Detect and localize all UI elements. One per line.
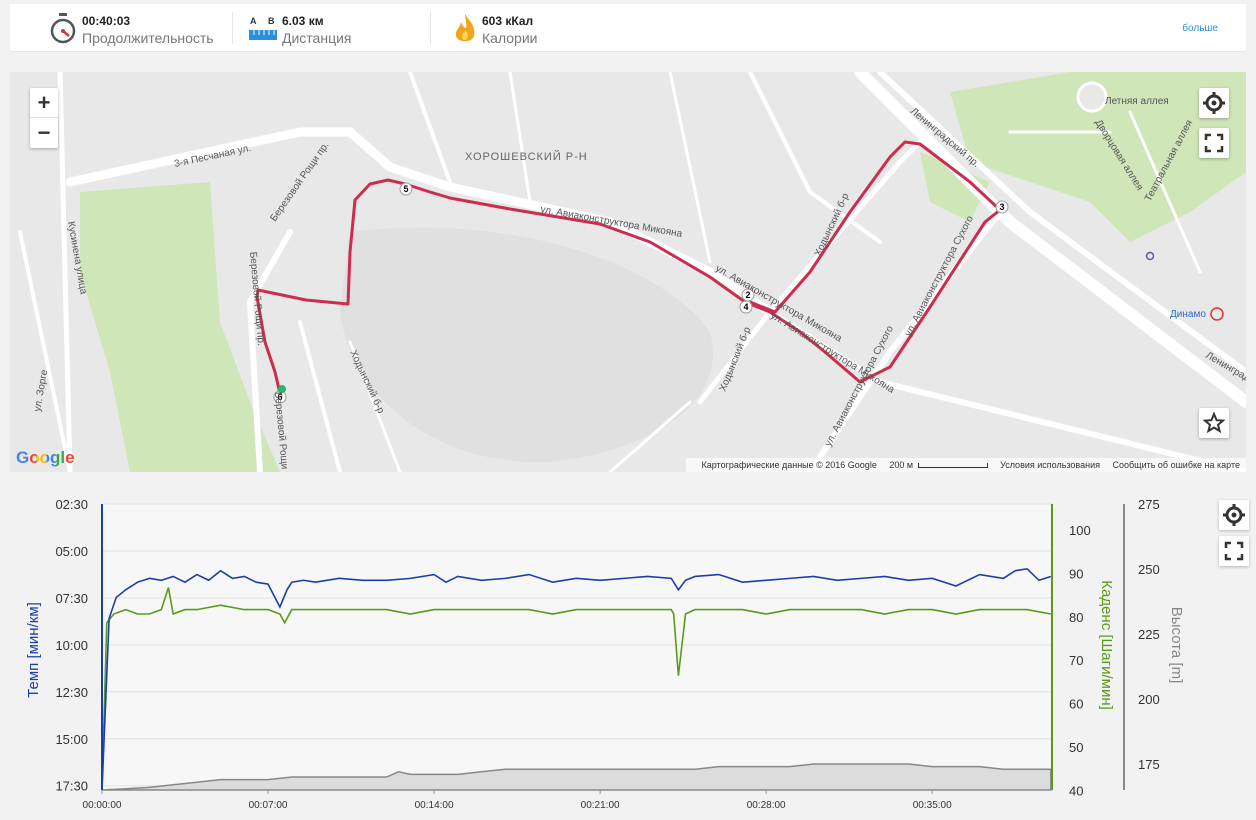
- fullscreen-icon: [1204, 133, 1224, 153]
- park-area: [80, 182, 280, 472]
- transit-icon: [1145, 251, 1155, 261]
- svg-text:Березовой Рощи пр.: Березовой Рощи пр.: [272, 391, 291, 472]
- map-data-credit: Картографические данные © 2016 Google: [701, 460, 877, 470]
- pace-tick-label: 10:00: [55, 638, 88, 653]
- favorite-button[interactable]: [1199, 408, 1229, 438]
- svg-text:ул. Авиаконструктора Микояна: ул. Авиаконструктора Микояна: [539, 204, 683, 240]
- star-icon: [1202, 411, 1226, 434]
- chart-fullscreen-button[interactable]: [1219, 536, 1249, 566]
- plot-area: [102, 504, 1052, 790]
- cadence-series: [101, 587, 1051, 791]
- svg-text:3: 3: [999, 202, 1004, 212]
- elevation-tick-label: 200: [1138, 692, 1160, 707]
- cadence-tick-label: 80: [1069, 610, 1083, 625]
- x-tick-label: 00:21:00: [581, 800, 620, 811]
- svg-text:Динамо: Динамо: [1170, 309, 1206, 320]
- svg-text:B: B: [268, 16, 275, 26]
- elevation-tick-label: 275: [1138, 497, 1160, 512]
- route-marker: 5: [399, 182, 413, 196]
- svg-text:Летняя аллея: Летняя аллея: [1105, 96, 1169, 107]
- map-canvas: 2 3 4 5 6 3-я Песчаная ул. ХОРОШЕВСКИЙ Р…: [18, 72, 1246, 472]
- more-link[interactable]: больше: [1182, 23, 1218, 34]
- zoom-control: + −: [30, 88, 58, 148]
- pace-tick-label: 15:00: [55, 732, 88, 747]
- chart-settings-button[interactable]: [1219, 500, 1249, 530]
- zoom-in-button[interactable]: +: [30, 88, 58, 118]
- x-tick-label: 00:35:00: [913, 800, 952, 811]
- cadence-tick-label: 50: [1069, 740, 1083, 755]
- chart-canvas: 02:30 05:00 07:30 10:00 12:30 15:00 17:30 100 90…: [25, 497, 1185, 811]
- map-settings-button[interactable]: [1199, 88, 1229, 118]
- metro-icon: [1210, 307, 1224, 321]
- route-marker: 4: [739, 300, 753, 314]
- distance-stat: A B 6.03 км Дистанция: [248, 12, 418, 46]
- svg-text:4: 4: [743, 302, 748, 312]
- cadence-tick-label: 90: [1069, 566, 1083, 581]
- pace-tick-label: 07:30: [55, 591, 88, 606]
- duration-label: Продолжительность: [82, 30, 214, 46]
- pace-tick-label: 12:30: [55, 685, 88, 700]
- x-tick-label: 00:28:00: [747, 800, 786, 811]
- elevation-series: [101, 763, 1052, 791]
- divider: [232, 12, 233, 44]
- calories-value: 603 кКал: [482, 14, 534, 28]
- calories-stat: 603 кКал Калории: [450, 12, 620, 46]
- activity-chart: 02:30 05:00 07:30 10:00 12:30 15:00 17:30 100 90…: [0, 490, 1256, 815]
- stopwatch-icon: [50, 13, 76, 44]
- pace-tick-label: 02:30: [55, 497, 88, 512]
- elevation-tick-label: 175: [1138, 757, 1160, 772]
- google-logo: Google: [16, 448, 75, 467]
- duration-stat: 00:40:03 Продолжительность: [48, 12, 218, 46]
- pace-axis-title: Темп [мин/км]: [25, 602, 42, 698]
- distance-label: Дистанция: [282, 30, 352, 46]
- report-error-link[interactable]: Сообщить об ошибке на карте: [1112, 460, 1240, 470]
- svg-text:ул. Авиаконструктора Сухого: ул. Авиаконструктора Сухого: [903, 214, 976, 339]
- svg-text:Ходынский б-р: Ходынский б-р: [717, 325, 754, 393]
- svg-text:A: A: [250, 16, 257, 26]
- distance-value: 6.03 км: [282, 14, 324, 28]
- terms-link[interactable]: Условия использования: [1000, 460, 1100, 470]
- map-scale: 200 м: [889, 460, 988, 470]
- elevation-tick-label: 250: [1138, 562, 1160, 577]
- map-fullscreen-button[interactable]: [1199, 128, 1229, 158]
- park-area: [920, 152, 990, 222]
- svg-text:6: 6: [277, 392, 282, 402]
- svg-text:2: 2: [745, 290, 750, 300]
- pace-series: [101, 567, 1052, 791]
- gear-icon: [1223, 504, 1245, 526]
- divider: [430, 12, 431, 44]
- calories-label: Калории: [482, 30, 538, 46]
- flame-icon: [455, 14, 475, 42]
- route-marker: 3: [995, 200, 1009, 214]
- pace-tick-label: 17:30: [55, 779, 88, 794]
- fullscreen-icon: [1224, 541, 1244, 561]
- svg-text:ул. Авиаконструктора Микояна: ул. Авиаконструктора Микояна: [714, 263, 844, 345]
- cadence-tick-label: 100: [1069, 523, 1091, 538]
- svg-text:5: 5: [403, 184, 408, 194]
- park-area: [950, 72, 1246, 242]
- zoom-out-button[interactable]: −: [37, 120, 51, 145]
- x-tick-label: 00:14:00: [415, 800, 454, 811]
- cadence-tick-label: 70: [1069, 653, 1083, 668]
- svg-text:ХОРОШЕВСКИЙ Р-Н: ХОРОШЕВСКИЙ Р-Н: [465, 150, 588, 163]
- route-line: [255, 140, 1002, 403]
- x-tick-label: 00:07:00: [249, 800, 288, 811]
- ruler-icon: A B: [249, 16, 277, 40]
- elevation-tick-label: 225: [1138, 627, 1160, 642]
- svg-text:Березовой Рощи пр.: Березовой Рощи пр.: [268, 140, 331, 224]
- x-tick-label: 00:00:00: [83, 800, 122, 811]
- map-attribution: Картографические данные © 2016 Google 20…: [685, 458, 1246, 472]
- start-marker: [278, 385, 286, 393]
- stats-bar: 00:40:03 Продолжительность A B 6.03 км Д…: [10, 4, 1246, 52]
- svg-text:ул. Зорге: ул. Зорге: [32, 368, 50, 412]
- cadence-axis-title: Каденс [Шаги/мин]: [1098, 580, 1115, 710]
- cadence-tick-label: 40: [1069, 783, 1083, 798]
- gear-icon: [1203, 92, 1225, 114]
- cadence-tick-label: 60: [1069, 697, 1083, 712]
- duration-value: 00:40:03: [82, 14, 131, 28]
- pace-tick-label: 05:00: [55, 544, 88, 559]
- elevation-axis-title: Высота [m]: [1168, 607, 1185, 684]
- route-map[interactable]: 2 3 4 5 6 3-я Песчаная ул. ХОРОШЕВСКИЙ Р…: [10, 72, 1246, 472]
